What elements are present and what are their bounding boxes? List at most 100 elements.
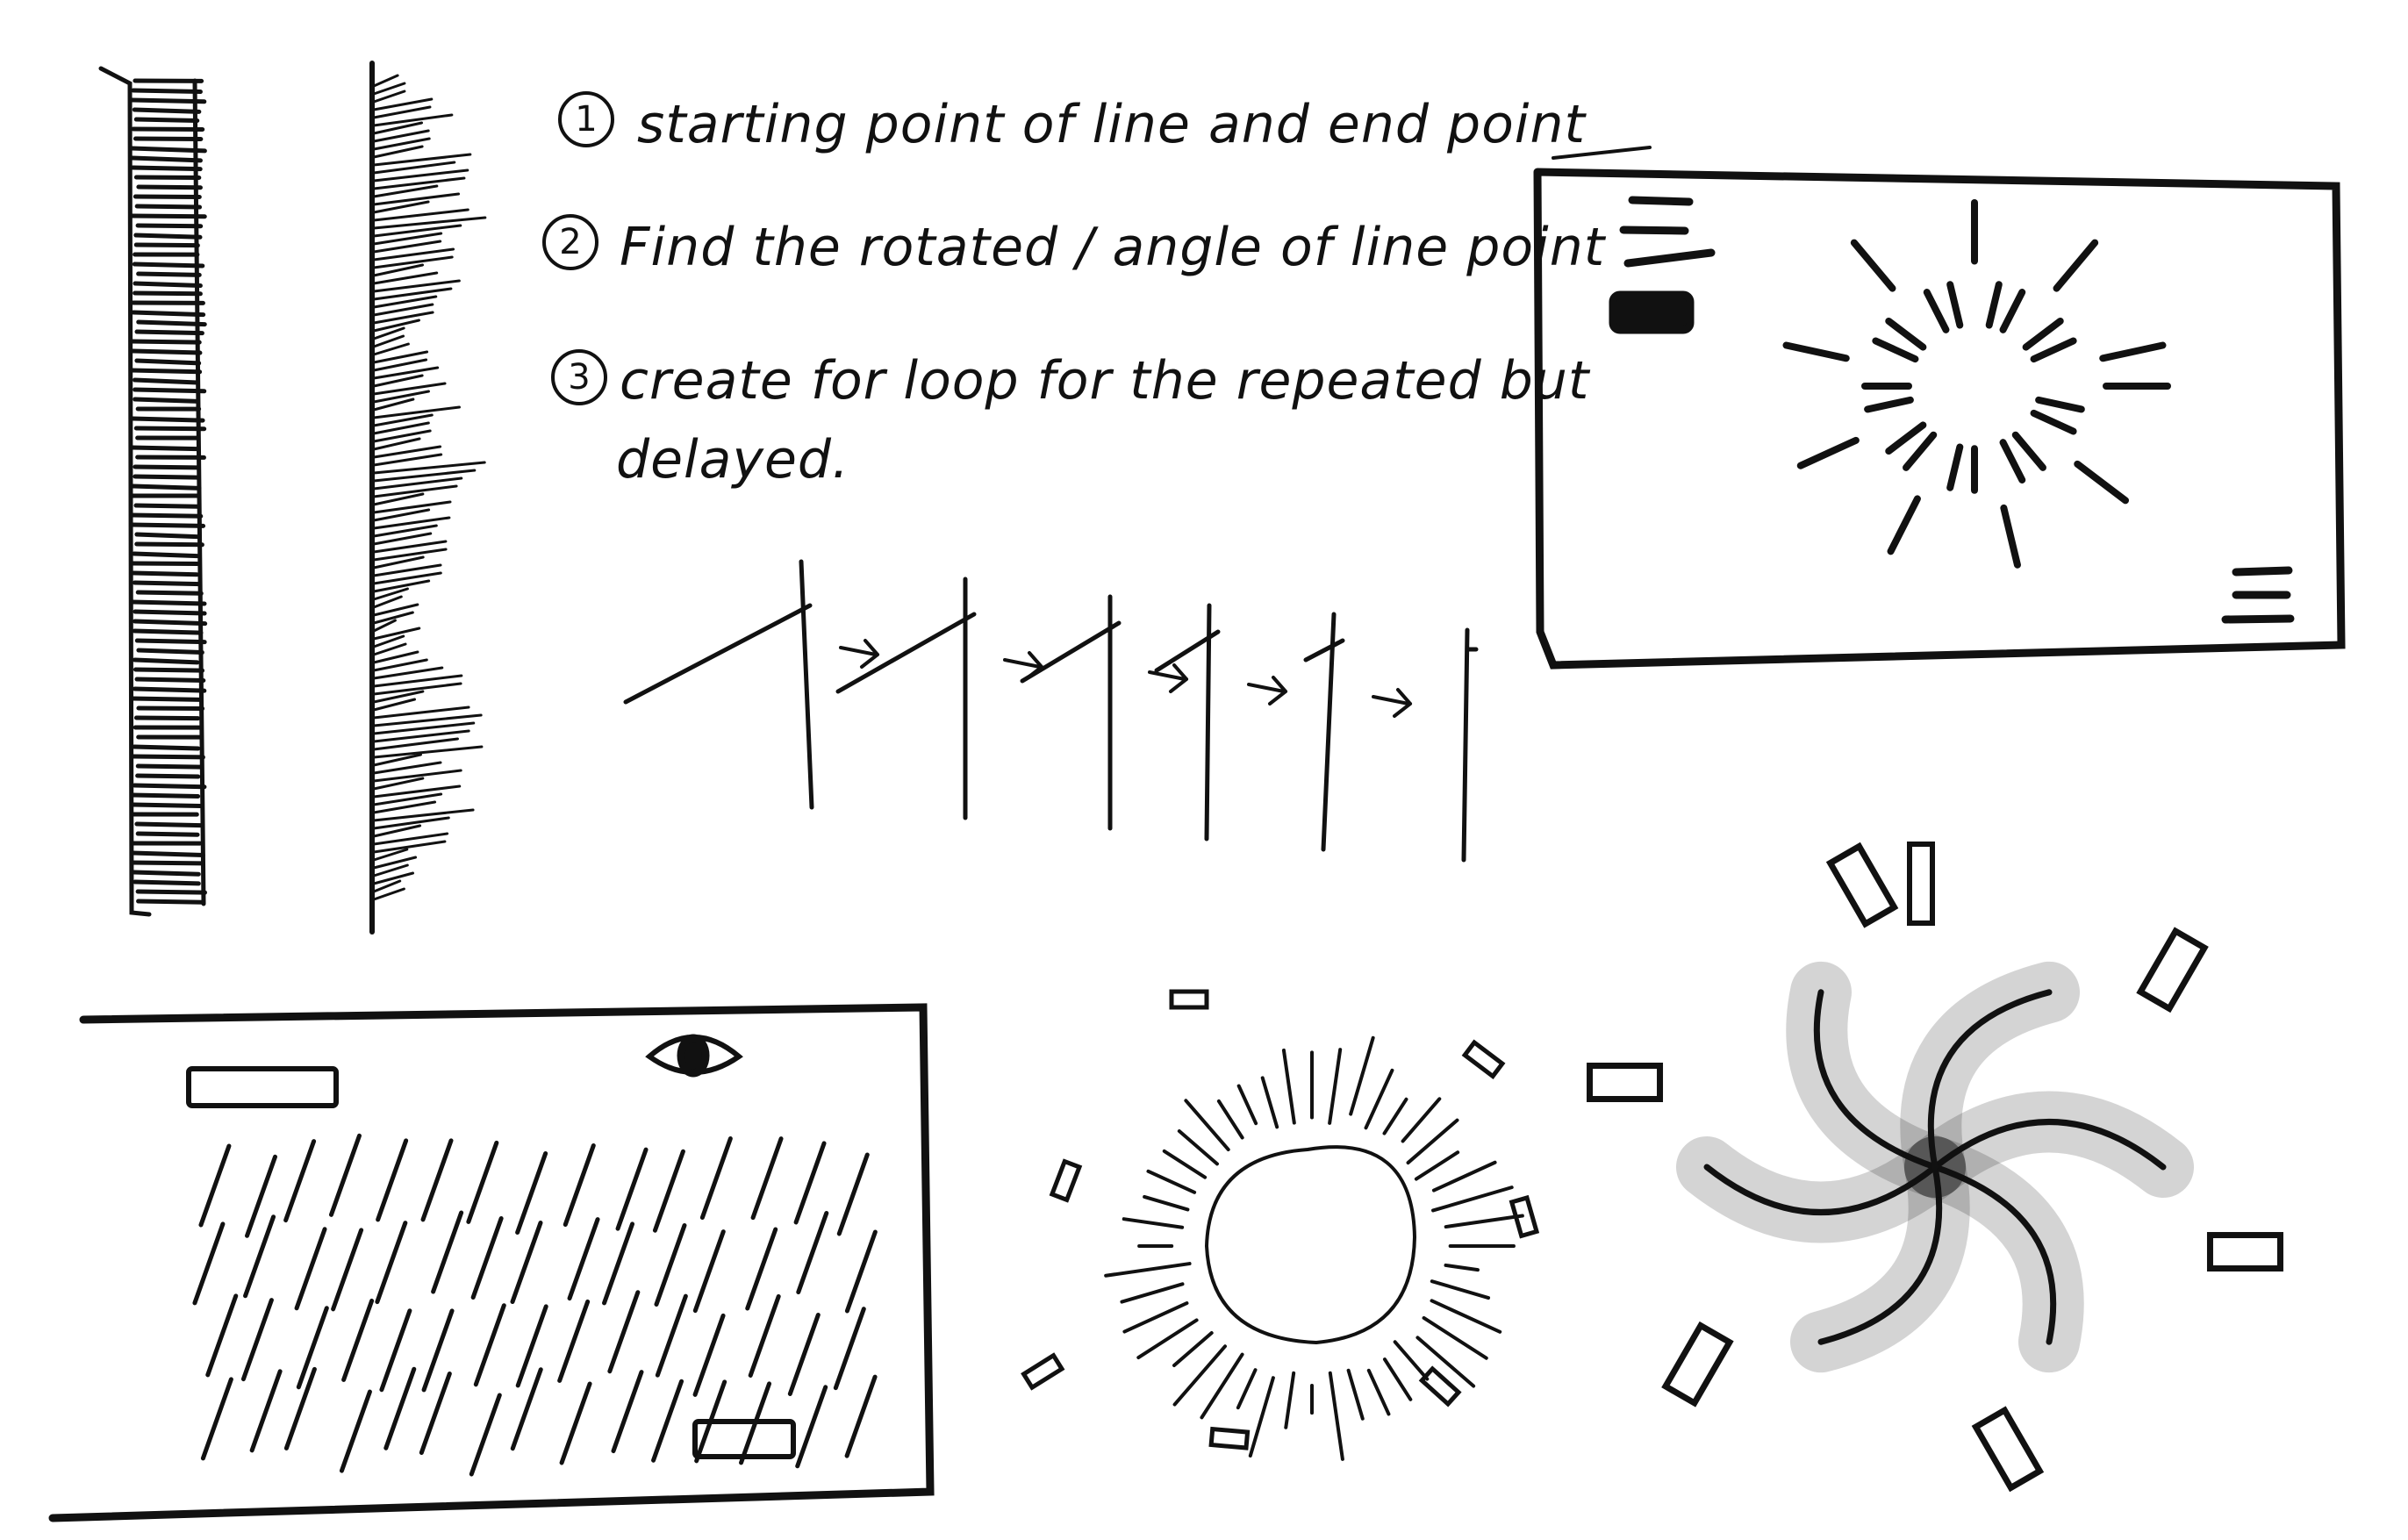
petal-tip-marker (2206, 1232, 2283, 1272)
strip-hatch (133, 233, 203, 240)
radial-dash (1923, 289, 1950, 333)
strip-hatch (372, 240, 442, 254)
strip-hatch (372, 145, 424, 159)
step-diagonal (1154, 629, 1221, 673)
sun-ray (1104, 1262, 1192, 1278)
petal-tip-marker (2136, 927, 2209, 1014)
sun-ray (1216, 1099, 1244, 1140)
strip-hatch (133, 464, 200, 470)
sun-ray (1248, 1376, 1275, 1458)
hatched-strip-middle (369, 61, 487, 935)
sun-ray (1146, 1169, 1197, 1194)
strip-hatch (129, 339, 202, 345)
radial-dash (2035, 396, 2085, 413)
strip-hatch (134, 358, 202, 366)
strip-hatch (135, 763, 204, 770)
strip-hatch (372, 816, 450, 830)
petal-edge (1813, 989, 1939, 1171)
sun-marker (1208, 1426, 1251, 1450)
strip-hatch (130, 850, 205, 858)
petal-edge (1931, 1164, 2057, 1345)
sun-ray (1346, 1368, 1365, 1421)
strip-hatch (372, 508, 431, 522)
rain-stroke (836, 1152, 870, 1236)
strip-hatch (372, 832, 449, 846)
strip-hatch (134, 677, 206, 684)
strip-hatch (372, 713, 483, 727)
strip-hatch (372, 753, 423, 767)
step-arrow-shaft (839, 646, 878, 656)
strip-edge (192, 78, 206, 906)
petal-edge (1927, 989, 2053, 1171)
strip-hatch (372, 216, 487, 230)
strip-hatch (130, 512, 204, 519)
rain-stroke (563, 1142, 596, 1227)
rain-stroke (652, 1149, 685, 1233)
rain-stroke (341, 1298, 375, 1382)
sun-ray (1349, 1035, 1375, 1116)
strip-hatch (135, 590, 204, 596)
radial-dash (2022, 317, 2064, 351)
rain-stroke (240, 1298, 274, 1382)
strip-hatch (129, 368, 203, 375)
strip-hatch (372, 706, 470, 720)
sun-ray (1382, 1097, 1408, 1135)
sun-ray (1122, 1217, 1185, 1229)
sun-ray (1422, 1315, 1488, 1360)
step-arrow-head (1172, 663, 1188, 681)
rain-stroke (470, 1216, 504, 1300)
strip-hatch (372, 176, 466, 190)
rain-stroke (515, 1304, 548, 1388)
strip-hatch (132, 107, 202, 114)
rain-stroke (294, 1227, 327, 1311)
strip-hatch (372, 200, 430, 214)
sun-ray (1328, 1048, 1343, 1125)
strip-hatch (372, 405, 462, 419)
rain-stroke (557, 1299, 591, 1383)
strip-hatch (134, 204, 203, 210)
strip-hatch (130, 97, 207, 104)
step-diagonal (623, 603, 813, 705)
strip-hatch (133, 686, 207, 693)
step-2-number: 2 (542, 214, 598, 270)
sun-ray (1406, 1118, 1459, 1165)
frame-menu-line (2232, 566, 2293, 577)
strip-hatch (372, 856, 418, 870)
step-diagonal (1020, 620, 1122, 684)
strip-hatch (372, 461, 486, 475)
strip-hatch (372, 437, 421, 451)
strip-hatch (372, 382, 447, 396)
strip-hatch (132, 744, 201, 751)
strip-hatch (372, 642, 407, 656)
rain-stroke (419, 1371, 452, 1455)
step-diagonal (835, 612, 977, 694)
rain-stroke (376, 1138, 409, 1222)
sun-ray (1172, 1331, 1214, 1368)
step-arrow-shaft (1372, 695, 1410, 706)
step-arrow-head (860, 653, 879, 669)
sun-ray (1328, 1371, 1344, 1461)
step-arrow-shaft (1003, 658, 1042, 669)
strip-hatch (131, 348, 203, 355)
radial-dash (2099, 341, 2167, 362)
sun-ray (1444, 1263, 1480, 1272)
sun-ray (1364, 1068, 1394, 1130)
strip-hatch (130, 213, 207, 219)
rain-stroke (567, 1217, 600, 1301)
frame-border (48, 1003, 935, 1522)
strip-hatch (372, 263, 425, 277)
strip-hatch (372, 82, 406, 96)
strip-hatch (130, 599, 207, 606)
rain-stroke (795, 1385, 828, 1469)
strip-hatch (372, 184, 439, 198)
step-arrow-shaft (1148, 670, 1186, 681)
radial-dash (2030, 409, 2077, 435)
strip-hatch (133, 474, 200, 480)
step-arrow-head (1272, 676, 1287, 693)
rain-stroke (510, 1221, 543, 1305)
strip-hatch (133, 377, 200, 385)
strip-hatch (133, 242, 200, 248)
step-3-number: 3 (551, 349, 607, 405)
strip-hatch (372, 413, 434, 427)
strip-hatch (372, 374, 424, 388)
